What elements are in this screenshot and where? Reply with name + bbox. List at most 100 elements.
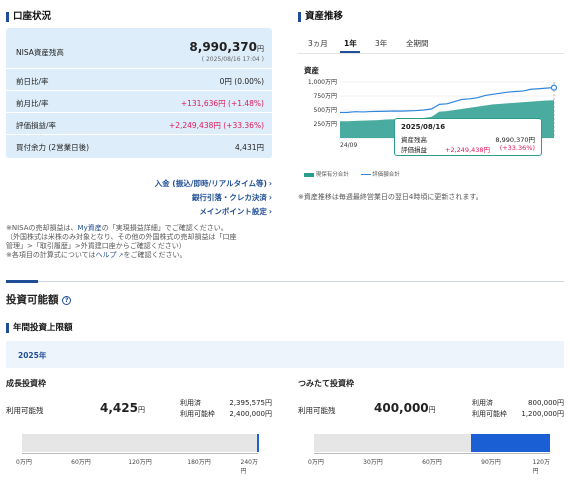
chart-tooltip: 2025/08/16 資産残高 8,990,370円 評価損益 +2,249,4… — [394, 118, 542, 156]
row-label: 評価損益/率 — [16, 121, 57, 130]
deposit-link[interactable]: 入金 (振込/即時/リアルタイム等) › — [154, 179, 272, 188]
tsumitate-avail-value: 400,000 — [374, 401, 429, 415]
external-link-icon: ↗ — [116, 252, 124, 259]
chevron-right-icon: › — [268, 179, 272, 188]
y-tick-label: 1,000万円 — [308, 79, 337, 86]
growth-cap-value: 2,400,000円 — [229, 410, 272, 418]
row-unrealized-pl: 評価損益/率 +2,249,438円 (+33.36%) — [6, 113, 272, 135]
chart-legend: 現保有分合計 評価額合計 — [304, 170, 400, 178]
row-value: +131,636円 (+1.48%) — [180, 99, 264, 108]
tooltip-date: 2025/08/16 — [401, 123, 446, 131]
series-valuation-line — [339, 87, 555, 114]
account-notes: ※NISAの売却損益は、My資産の「実現損益詳細」でご確認ください。 （外国株式… — [6, 224, 237, 259]
tsumitate-used-value: 800,000円 — [528, 399, 564, 407]
tab-3m[interactable]: 3ヵ月 — [308, 39, 328, 48]
help-circle-icon[interactable]: ? — [62, 295, 72, 305]
section-marker — [298, 11, 301, 22]
tsumitate-axis — [314, 453, 550, 454]
history-chart-panel: 3ヵ月 1年 3年 全期間 資産 1,000万円 750万円 500万円 250万円 2… — [298, 30, 564, 178]
history-note: ※資産推移は毎週最終営業日の翌日4時頃に更新されます。 — [298, 193, 483, 201]
gauge-tick-label: 60万円 — [422, 459, 442, 466]
section-marker — [6, 322, 9, 333]
gauge-tick-label: 0万円 — [308, 459, 324, 466]
row-month-change: 前月比/率 +131,636円 (+1.48%) — [6, 91, 272, 113]
tsumitate-cap-value: 1,200,000円 — [521, 410, 564, 418]
tab-3y[interactable]: 3年 — [375, 39, 388, 48]
tab-all[interactable]: 全期間 — [406, 39, 429, 48]
tsumitate-avail-label: 利用可能残 — [298, 406, 336, 415]
gauge-tick-label: 240万円 — [240, 459, 258, 475]
x-tick-label: 24/09 — [340, 142, 357, 149]
growth-frame-panel: 成長投資枠 利用可能残 4,425円 利用済 2,395,575円 利用可能枠 … — [6, 378, 272, 478]
divider — [6, 68, 272, 69]
account-title: 口座状況 — [13, 11, 52, 22]
account-section-header: 口座状況 — [6, 8, 51, 22]
nisa-balance: 8,990,370円 — [189, 40, 264, 54]
tsumitate-gauge — [314, 434, 550, 452]
y-tick-label: 250万円 — [314, 121, 337, 128]
tsumitate-avail: 400,000円 — [374, 401, 436, 415]
tooltip-asset-label: 資産残高 — [401, 136, 427, 144]
tsumitate-tick-row: 0万円 30万円 60万円 90万円 120万円 — [308, 457, 550, 475]
tab-divider — [298, 53, 564, 54]
growth-tick-row: 0万円 60万円 120万円 180万円 240万円 — [16, 457, 258, 475]
row-buying-power: 買付余力 (2営業日後) 4,431円 — [6, 135, 272, 158]
limit-section-header: 年間投資上限額 — [6, 321, 73, 333]
legend-swatch-holding — [304, 172, 314, 177]
gauge-tick-label: 90万円 — [481, 459, 501, 466]
nisa-balance-label: NISA資産残高 — [16, 48, 64, 57]
nisa-balance-value: 8,990,370 — [189, 40, 257, 54]
row-value: 0円 (0.00%) — [219, 77, 264, 86]
bank-debit-link[interactable]: 銀行引落・クレカ決済 › — [191, 193, 272, 202]
row-label: 前日比/率 — [16, 77, 49, 86]
growth-title: 成長投資枠 — [6, 379, 46, 388]
gauge-tick-label: 0万円 — [16, 459, 32, 466]
tooltip-asset-value: 8,990,370円 — [495, 136, 535, 144]
chevron-right-icon: › — [268, 193, 272, 202]
history-title: 資産推移 — [305, 11, 344, 22]
gauge-tick-label: 180万円 — [187, 459, 211, 466]
tsumitate-frame-panel: つみたて投資枠 利用可能残 400,000円 利用済 800,000円 利用可能… — [298, 378, 564, 478]
hover-point[interactable] — [550, 84, 558, 91]
investable-title: 投資可能額 ? — [6, 292, 72, 307]
growth-used-label: 利用済 — [180, 399, 201, 407]
tooltip-pl-label: 評価損益 — [401, 146, 427, 154]
legend-swatch-valuation — [360, 173, 371, 176]
growth-used-value: 2,395,575円 — [229, 399, 272, 407]
growth-gauge-fill — [22, 434, 258, 452]
row-day-change: 前日比/率 0円 (0.00%) — [6, 69, 272, 91]
row-label: 前月比/率 — [16, 99, 49, 108]
growth-avail-value: 4,425 — [100, 401, 138, 415]
tab-1y[interactable]: 1年 — [344, 39, 357, 48]
tooltip-pl-value: +2,249,438円 — [445, 146, 491, 154]
year-tab-bar: 2025年 — [6, 341, 564, 368]
chevron-right-icon: › — [268, 207, 272, 216]
help-link[interactable]: ヘルプ — [95, 251, 117, 259]
tooltip-pl-rate: (+33.36%) — [499, 144, 535, 152]
row-label: 買付余力 (2営業日後) — [16, 143, 90, 152]
row-value: +2,249,438円 (+33.36%) — [168, 121, 264, 130]
gauge-tick-label: 30万円 — [363, 459, 383, 466]
tab-2025[interactable]: 2025年 — [18, 351, 47, 360]
nisa-balance-unit: 円 — [257, 45, 264, 53]
section-marker — [6, 11, 9, 22]
history-section-header: 資産推移 — [298, 8, 343, 22]
growth-gauge — [22, 434, 259, 452]
row-value: 4,431円 — [235, 143, 264, 152]
limit-title: 年間投資上限額 — [13, 323, 73, 333]
tsumitate-gauge-remaining — [471, 434, 550, 452]
tsumitate-title: つみたて投資枠 — [298, 379, 354, 388]
legend-holding-label: 現保有分合計 — [315, 172, 349, 178]
main-point-link[interactable]: メインポイント設定 › — [199, 207, 272, 216]
growth-axis — [22, 453, 258, 454]
chart-y-label: 資産 — [304, 66, 319, 75]
active-tab-indicator — [340, 51, 360, 53]
gauge-tick-label: 60万円 — [71, 459, 91, 466]
section-divider-accent — [6, 280, 38, 283]
tsumitate-cap-label: 利用可能枠 — [472, 410, 507, 418]
my-assets-link[interactable]: My資産 — [77, 224, 102, 232]
legend-valuation-label: 評価額合計 — [372, 172, 400, 178]
tsumitate-used-label: 利用済 — [472, 399, 493, 407]
y-tick-label: 750万円 — [314, 93, 337, 100]
account-summary-box: NISA資産残高 8,990,370円 ( 2025/08/16 17:04 )… — [6, 28, 272, 158]
